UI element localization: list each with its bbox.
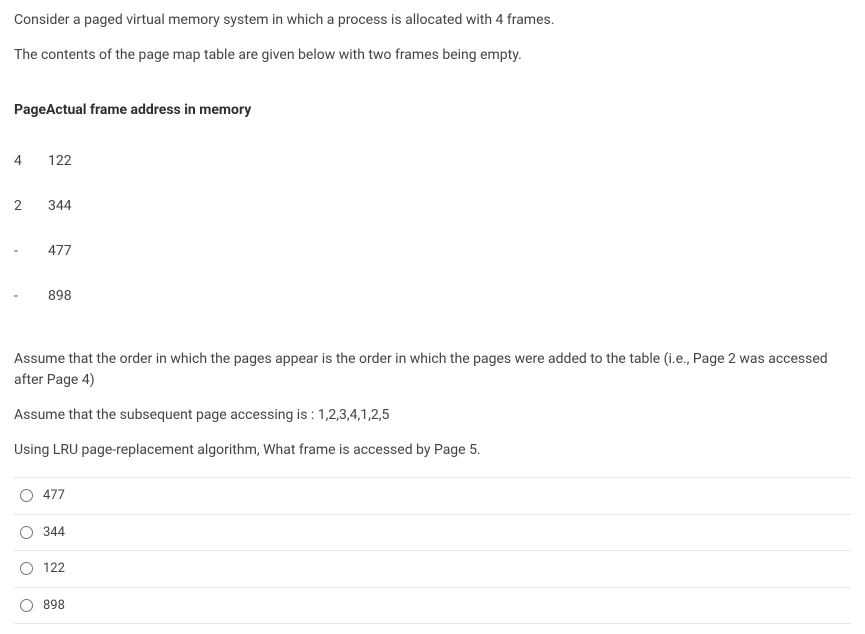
assume-line-1: Assume that the order in which the pages…: [14, 349, 851, 391]
assume-line-2: Assume that the subsequent page accessin…: [14, 405, 851, 426]
assumptions-block: Assume that the order in which the pages…: [14, 349, 851, 461]
cell-page: -: [14, 229, 40, 274]
table-row: 4 122: [14, 139, 82, 184]
answer-options: 477 344 122 898: [14, 477, 851, 624]
option-row[interactable]: 122: [14, 550, 851, 587]
option-row[interactable]: 477: [14, 477, 851, 514]
table-row: - 898: [14, 274, 82, 319]
option-radio[interactable]: [20, 526, 33, 539]
option-label: 344: [43, 523, 65, 543]
col-header-addr: Actual frame address in memory: [46, 102, 251, 118]
assume-line-3: Using LRU page-replacement algorithm, Wh…: [14, 440, 851, 461]
option-radio[interactable]: [20, 562, 33, 575]
question-line-2: The contents of the page map table are g…: [14, 45, 851, 66]
option-radio[interactable]: [20, 599, 33, 612]
table-row: - 477: [14, 229, 82, 274]
cell-addr: 898: [40, 274, 82, 319]
cell-page: -: [14, 274, 40, 319]
question-line-1: Consider a paged virtual memory system i…: [14, 10, 851, 31]
option-row[interactable]: 344: [14, 514, 851, 551]
option-label: 898: [43, 596, 65, 616]
option-radio[interactable]: [20, 489, 33, 502]
cell-page: 2: [14, 184, 40, 229]
cell-page: 4: [14, 139, 40, 184]
page-map-table: 4 122 2 344 - 477 - 898: [14, 139, 82, 319]
cell-addr: 477: [40, 229, 82, 274]
option-label: 477: [43, 486, 65, 506]
table-row: 2 344: [14, 184, 82, 229]
cell-addr: 122: [40, 139, 82, 184]
option-row[interactable]: 898: [14, 587, 851, 625]
cell-addr: 344: [40, 184, 82, 229]
page-table-header: PageActual frame address in memory: [14, 100, 851, 121]
col-header-page: Page: [14, 102, 46, 118]
option-label: 122: [43, 559, 65, 579]
